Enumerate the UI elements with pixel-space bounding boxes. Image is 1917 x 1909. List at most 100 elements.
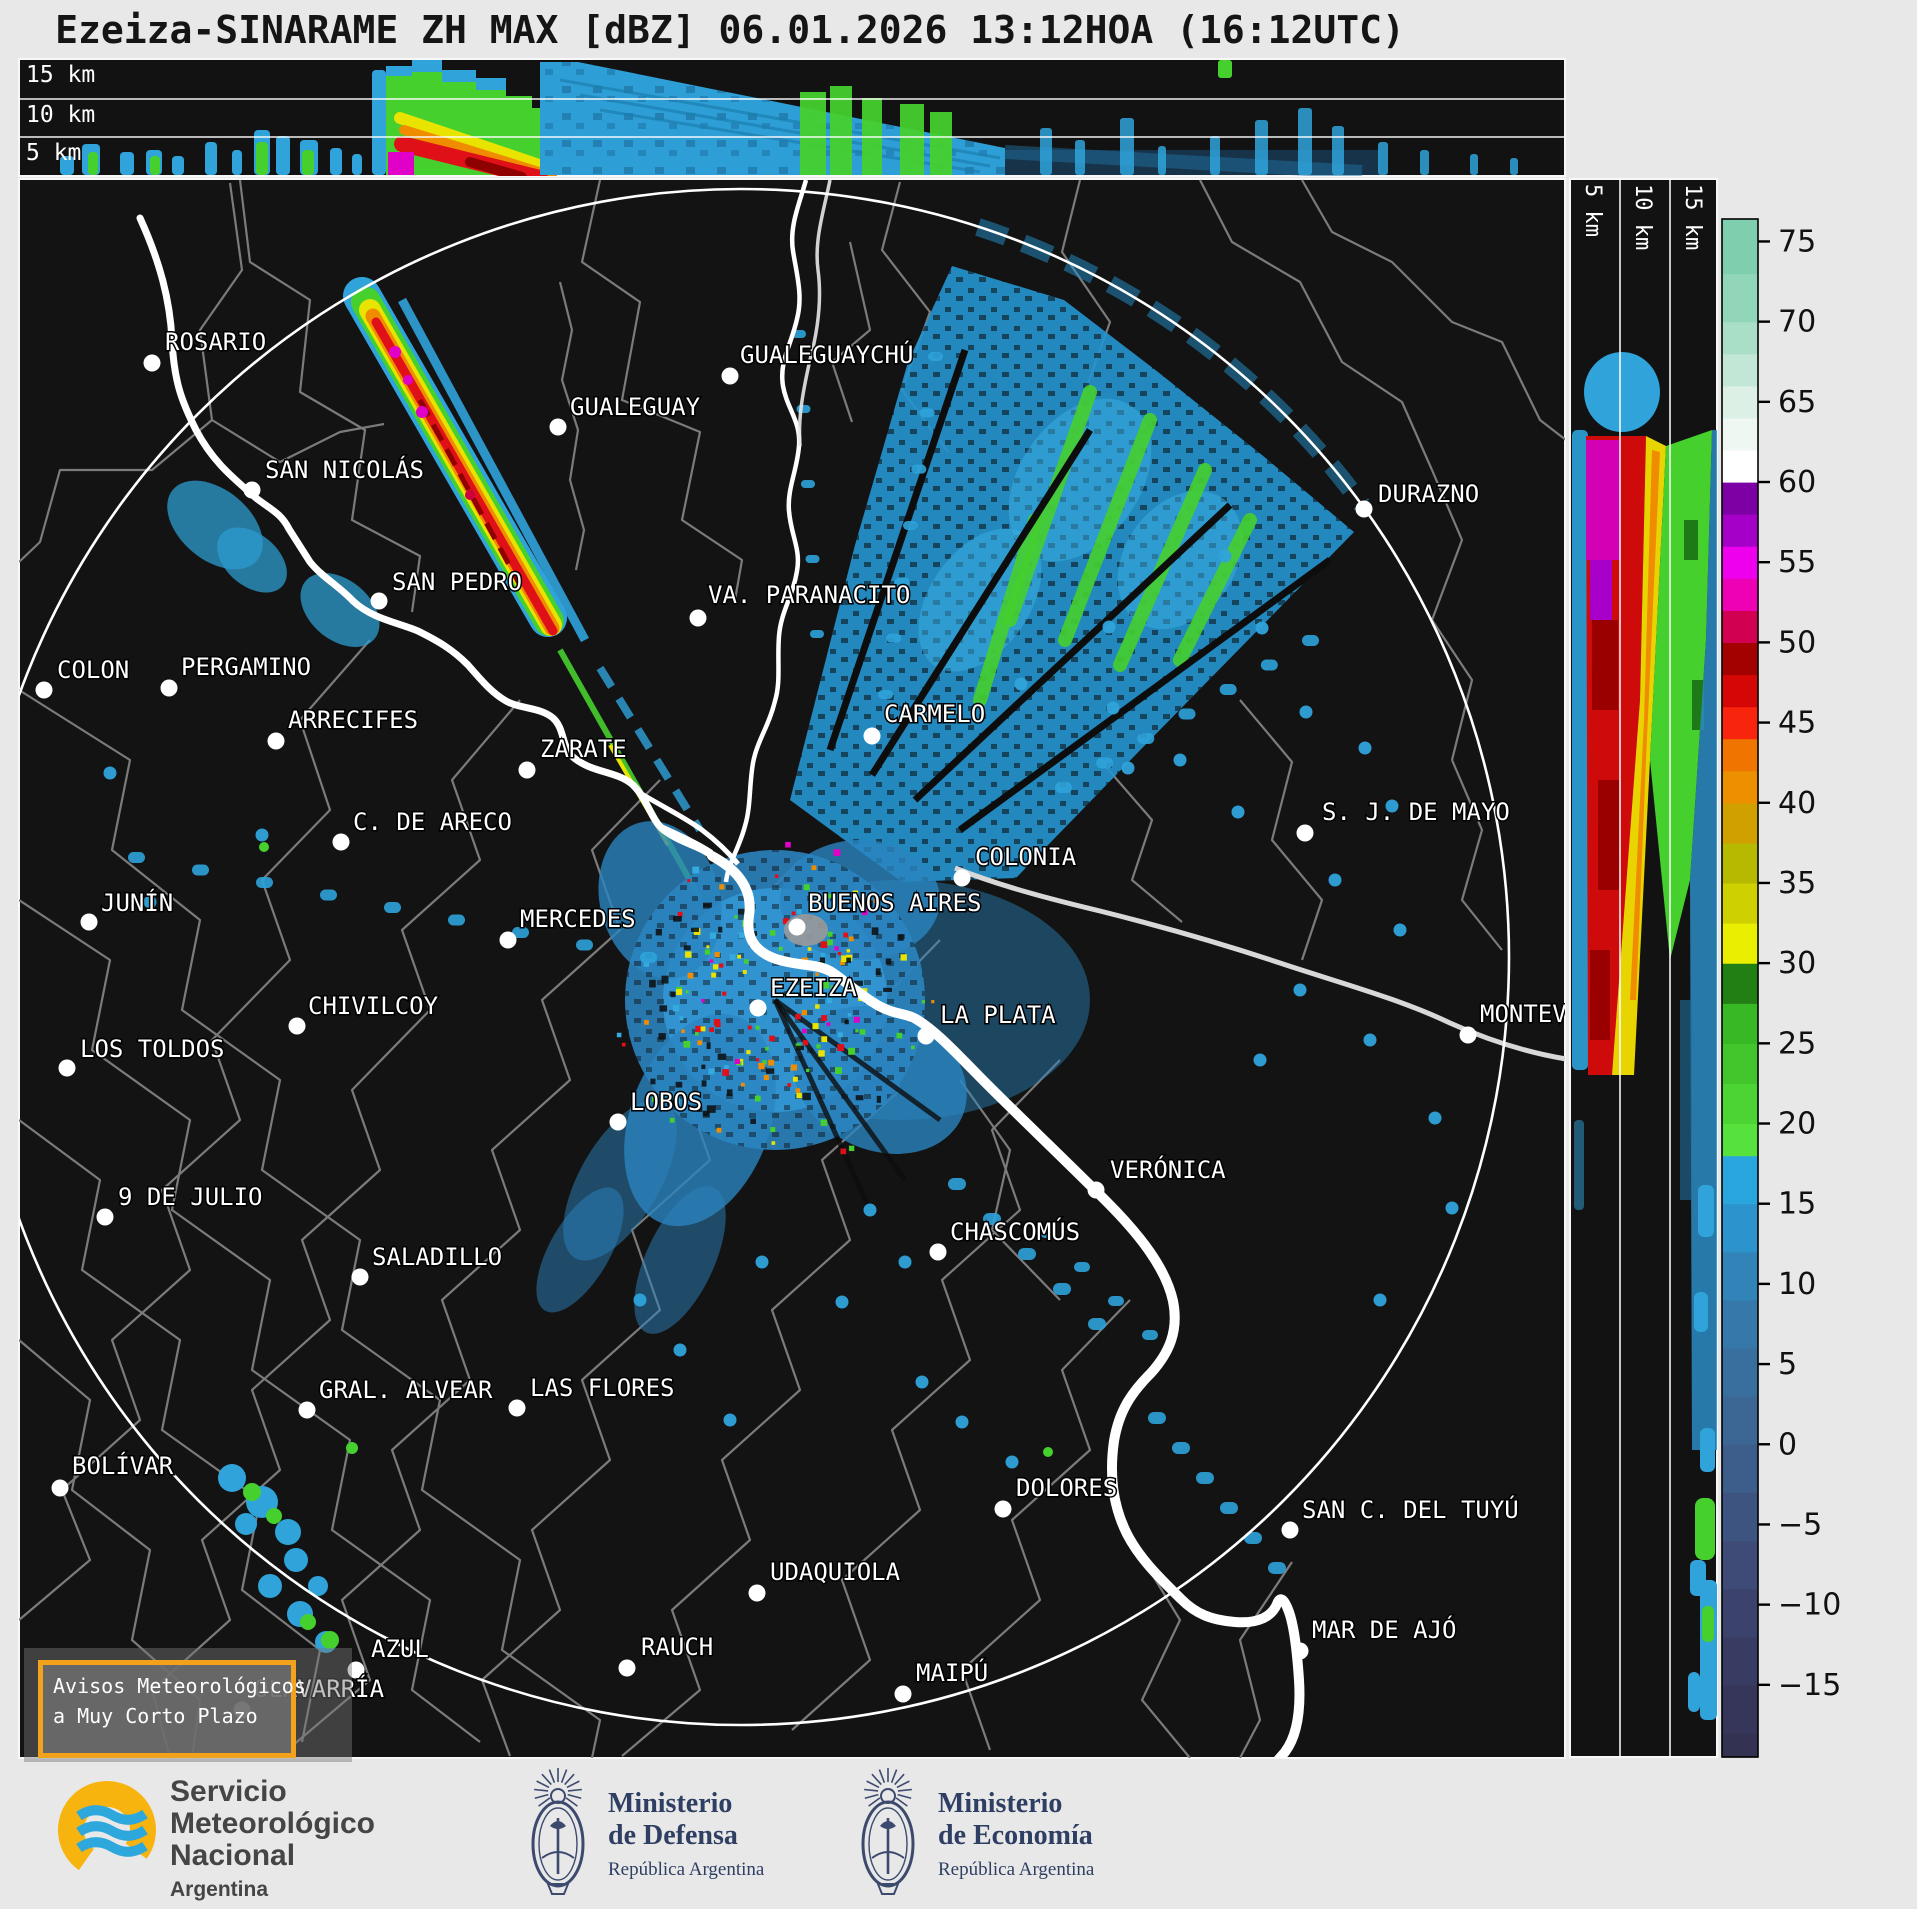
city-dot [788,918,806,936]
echo-dot [1253,1053,1267,1067]
echo-clutter-hole [795,1045,804,1051]
echo-clutter-speck [921,1000,926,1004]
city-label: CHASCOMÚS [950,1216,1080,1246]
colorbar-segment [1722,1732,1758,1758]
colorbar-tick-label: −10 [1778,1588,1841,1623]
city-dot [347,1661,365,1679]
echo-clutter-hole [690,927,699,933]
echo-clutter-hole [765,1068,775,1074]
colorbar-tick-label: 40 [1778,786,1816,821]
echo-column [1075,140,1085,175]
echo-column [1298,108,1312,175]
emblem-sun-ray [890,1769,898,1783]
echo-dot [1005,1455,1019,1469]
colorbar-tick-label: 20 [1778,1107,1816,1142]
echo-clutter-speck [709,932,717,939]
emblem-sun-ray [566,1780,580,1789]
footer: Servicio Meteorológico Nacional Argentin… [0,1760,1917,1909]
echo-spike-extension [596,665,704,833]
radar-range-ring [19,187,1511,1727]
defensa-line-3: República Argentina [608,1859,765,1880]
echo-storm-top [386,66,412,76]
colorbar-segment [1722,417,1758,451]
side-echo-blob [1700,1428,1715,1472]
echo-clutter-speck [803,884,810,891]
echo-clutter-speck [685,951,692,958]
warning-box: Avisos Meteorológicos a Muy Corto Plazo [38,1660,306,1758]
city-label: COLON [57,656,129,684]
echo-clutter-hole [876,1095,881,1103]
echo-clutter-speck [841,955,848,963]
colorbar-segment [1722,1251,1758,1301]
echo-dot [673,1343,687,1357]
colorbar-tick-label: 55 [1778,545,1816,580]
echo-dot [1255,621,1269,635]
city-dot [721,367,739,385]
city-dot [1459,1026,1477,1044]
city-label: UDAQUIOLA [770,1558,901,1586]
echo-dash [948,1178,966,1190]
echo-column [352,154,362,175]
emblem-sun-ray [536,1780,550,1789]
echo-ne-fan-spoke [826,348,969,752]
page-title: Ezeiza-SINARAME ZH MAX [dBZ] 06.01.2026 … [55,8,1405,52]
emblem-cap [880,1821,896,1829]
echo-clutter-hole [867,900,873,907]
echo-clutter-speck [785,841,791,848]
echo-clutter-hole [706,1042,711,1050]
echo-clutter-speck [778,946,783,951]
echo-column [1120,118,1134,175]
colorbar-tick-label: 65 [1778,385,1816,420]
city-dot [80,913,98,931]
echo-dot [835,1295,849,1309]
colorbar-segment [1722,1123,1758,1157]
city-dot [160,679,178,697]
colorbar-segment [1722,219,1758,275]
echo-clutter-speck [861,909,868,916]
emblem-sun-ray [866,1780,880,1789]
echo-storm-top [476,78,506,90]
echo-clutter-speck [719,884,725,890]
echo-column [1470,154,1478,175]
echo-sw-blob-green [321,1631,339,1649]
city-label: S. J. DE MAYO [1322,798,1510,826]
colorbar-segment [1722,514,1758,547]
city-dot [1291,1642,1309,1660]
echo-dot [1385,799,1399,813]
defensa-line-2: de Defensa [608,1820,738,1851]
echo-clutter-speck [683,1040,691,1048]
admin-boundary [1450,759,1503,951]
echo-dash [1196,1472,1214,1484]
echo-clutter-speck [775,874,779,878]
echo-dot [633,1293,647,1307]
echo-dash [805,555,820,563]
echo-clutter-hole [875,968,881,975]
echo-clutter-speck [762,1060,767,1065]
economia-logo-block: Ministerio de Economía República Argenti… [850,1760,1230,1909]
echo-dash [911,464,927,474]
colorbar-segment [1722,802,1758,844]
echo-dot [1231,805,1245,819]
echo-dash [448,914,465,926]
city-label: MAIPÚ [916,1657,988,1687]
emblem-sun-ray [567,1788,582,1792]
echo-dash [903,521,918,530]
echo-dot-green [1043,1447,1053,1457]
echo-dash [1040,1228,1056,1238]
echo-wedge-green [900,104,924,175]
uruguay-river [723,179,809,883]
echo-wedge-green [930,112,952,175]
emblem-sun-ray [896,1780,910,1789]
emblem-oval [868,1807,908,1881]
colorbar-segment [1722,1636,1758,1686]
admin-boundary [1099,759,1183,923]
parana-delta-branch [654,821,714,854]
echo-column [1332,126,1344,175]
echo-clutter-speck [758,1062,765,1070]
rio-de-la-plata-coastline [707,851,1305,1758]
side-echo-darkred [1592,620,1618,710]
side-panel-height-label: 5 km [1580,184,1605,237]
echo-dash [1148,1412,1166,1424]
echo-clutter-hole [675,1081,683,1088]
echo-clutter-speck [816,983,820,987]
